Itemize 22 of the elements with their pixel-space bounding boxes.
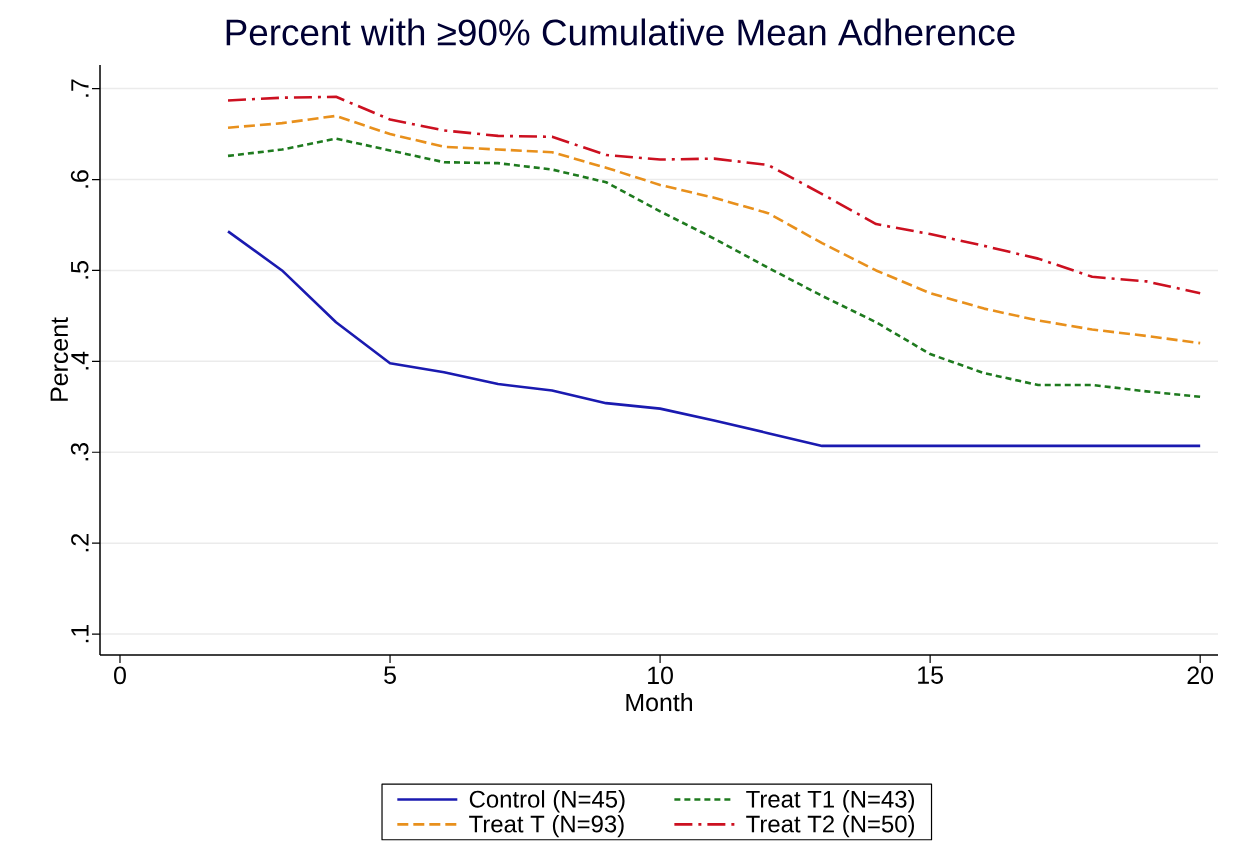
y-tick-label: .3 (70, 442, 89, 461)
chart-title: Percent with ≥90% Cumulative Mean Adherence (226, 18, 1015, 46)
line-series (226, 95, 1202, 295)
y-tick-label: .2 (71, 534, 89, 552)
legend-label: Control (N=45) (469, 790, 625, 813)
x-axis-title: Month (626, 692, 692, 712)
line-series (226, 114, 1202, 345)
x-tick-label: 10 (648, 666, 673, 685)
x-tick-label: 5 (384, 666, 396, 684)
x-tick-label: 0 (114, 666, 126, 685)
legend-label: Treat T2 (N=50) (746, 814, 915, 838)
x-tick-label: 15 (918, 666, 943, 684)
y-tick-label: .6 (70, 170, 89, 188)
y-tick-label: .5 (71, 261, 89, 279)
line-series (226, 137, 1202, 399)
x-tick-label: 20 (1187, 666, 1214, 685)
legend-label: Treat T (N=93) (469, 814, 624, 838)
y-tick-label: .7 (71, 79, 89, 97)
y-tick-label: .4 (71, 351, 89, 370)
y-axis-title: Percent (50, 317, 69, 401)
legend-label: Treat T1 (N=43) (746, 790, 915, 813)
y-tick-label: .1 (71, 624, 89, 643)
